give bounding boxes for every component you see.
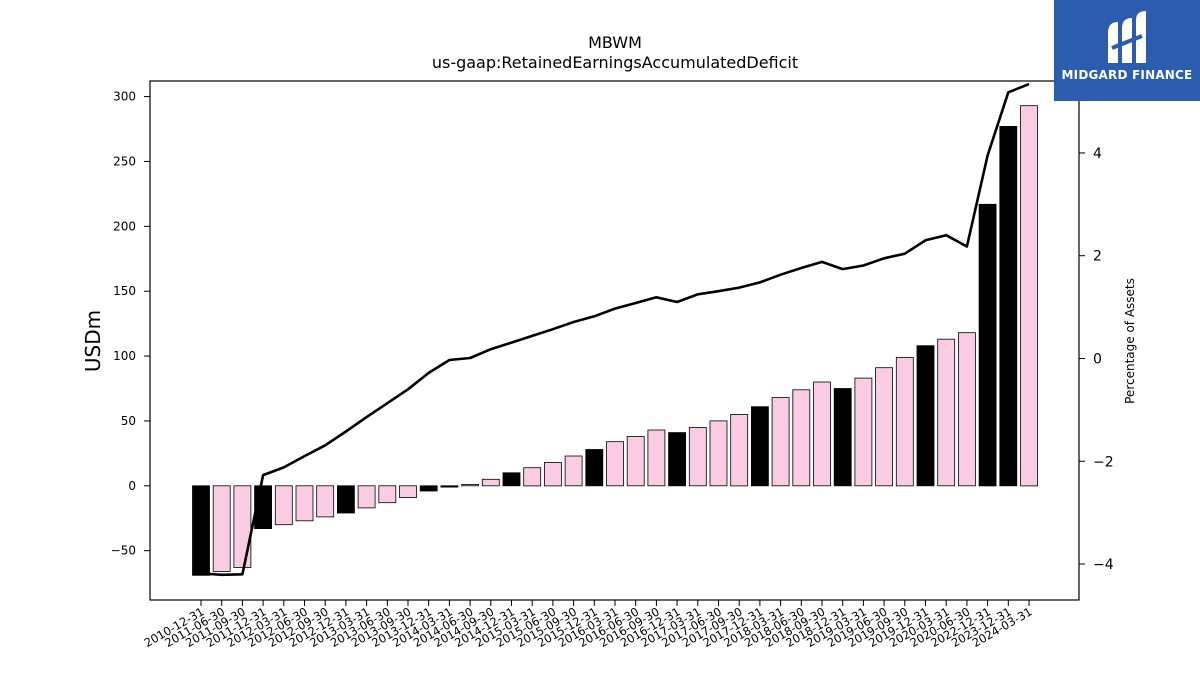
bar bbox=[564, 455, 583, 487]
bar bbox=[792, 389, 811, 487]
y-tick-label: 300 bbox=[113, 90, 136, 104]
bar bbox=[336, 485, 355, 514]
y-axis-label: USDm bbox=[81, 310, 105, 372]
y2-tick-label: −4 bbox=[1093, 557, 1114, 573]
bar bbox=[606, 441, 624, 487]
bar bbox=[688, 426, 707, 487]
bar bbox=[585, 449, 604, 487]
bar bbox=[461, 484, 480, 487]
bar bbox=[295, 485, 314, 522]
bar bbox=[399, 485, 417, 498]
y2-tick-label: −2 bbox=[1093, 454, 1114, 470]
y-tick-label: 200 bbox=[113, 219, 136, 233]
bar bbox=[316, 485, 335, 518]
bar bbox=[1020, 105, 1038, 487]
chart-title: MBWM bbox=[588, 33, 642, 52]
bar bbox=[875, 367, 893, 487]
bar bbox=[357, 485, 376, 509]
bar bbox=[937, 338, 956, 487]
bar bbox=[233, 485, 252, 568]
bar bbox=[751, 406, 769, 487]
bar bbox=[854, 377, 873, 487]
series-line bbox=[200, 82, 1030, 577]
bar bbox=[419, 485, 438, 492]
brand-name: MIDGARD FINANCE bbox=[1061, 68, 1193, 82]
y-tick-label: −50 bbox=[111, 544, 136, 558]
bar bbox=[709, 420, 728, 487]
y-tick-label: 50 bbox=[121, 414, 136, 428]
bar bbox=[523, 467, 542, 487]
bar bbox=[647, 429, 666, 487]
bar bbox=[813, 381, 831, 487]
y-tick-label: 150 bbox=[113, 284, 136, 298]
chart-subtitle: us-gaap:RetainedEarningsAccumulatedDefic… bbox=[432, 53, 798, 72]
y2-tick-label: 2 bbox=[1093, 249, 1102, 265]
bar bbox=[212, 485, 231, 572]
bar bbox=[895, 356, 914, 487]
bar bbox=[668, 432, 686, 487]
y2-tick-label: 4 bbox=[1093, 146, 1102, 162]
bar bbox=[958, 332, 976, 487]
y2-axis-label: Percentage of Assets bbox=[1123, 278, 1137, 404]
bar bbox=[771, 397, 790, 487]
bar bbox=[440, 485, 459, 488]
y2-tick-label: 0 bbox=[1093, 351, 1102, 367]
midgard-logo-icon bbox=[1108, 11, 1146, 63]
bar bbox=[626, 436, 645, 487]
bar bbox=[544, 462, 562, 487]
bar bbox=[978, 203, 997, 487]
bar bbox=[274, 485, 293, 526]
y-tick-label: 0 bbox=[128, 479, 136, 493]
y-tick-label: 250 bbox=[113, 154, 136, 168]
bar bbox=[481, 478, 500, 487]
bar bbox=[833, 388, 852, 487]
y-tick-label: 100 bbox=[113, 349, 136, 363]
brand-logo: MIDGARD FINANCE bbox=[1054, 0, 1200, 101]
bar bbox=[502, 472, 521, 487]
bar bbox=[916, 345, 935, 487]
bar bbox=[192, 485, 210, 576]
bar bbox=[378, 485, 397, 504]
bar bbox=[999, 126, 1018, 487]
bar bbox=[730, 414, 749, 487]
